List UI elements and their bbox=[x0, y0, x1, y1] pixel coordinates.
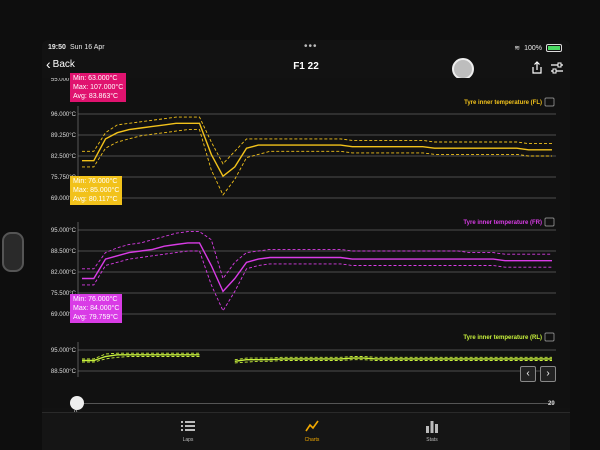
chevron-left-icon: ‹ bbox=[526, 368, 530, 379]
tab-label: Charts bbox=[304, 437, 320, 443]
series-line-min bbox=[82, 356, 552, 364]
share-icon[interactable] bbox=[530, 61, 544, 75]
lap-slider-track[interactable] bbox=[74, 403, 552, 404]
record-button-icon[interactable] bbox=[452, 58, 474, 80]
tick-label: 89.250°C bbox=[51, 133, 77, 139]
tab-stats[interactable]: Stats bbox=[402, 419, 462, 443]
next-lap-button[interactable]: › bbox=[540, 366, 556, 382]
chart-fl[interactable]: 96.000°C 89.250°C 82.500°C 75.750°C 69.000°C… bbox=[42, 78, 570, 208]
status-indicators: ≋ 100% bbox=[514, 44, 562, 52]
series-line-min bbox=[82, 250, 552, 312]
battery-icon bbox=[546, 44, 562, 52]
series-line-avg bbox=[82, 242, 552, 293]
charts-line-icon bbox=[305, 420, 319, 432]
navigation-bar: F1 22 ‹ Back bbox=[42, 56, 570, 80]
laps-list-icon bbox=[181, 421, 195, 431]
tick-label: 82.500°C bbox=[51, 154, 77, 160]
stat-max: Max: 85.000°C bbox=[73, 187, 120, 194]
chart-rl[interactable]: 95.000°C 88.500°C Tyre inner temperature (… bbox=[42, 323, 570, 408]
status-bar: 19:50 Sun 16 Apr ••• ≋ 100% bbox=[42, 40, 570, 56]
tick-label: 75.500°C bbox=[51, 291, 77, 297]
tick-label: 95.000°C bbox=[51, 228, 77, 234]
wifi-icon: ≋ bbox=[514, 45, 521, 52]
tick-label: 95.000°C bbox=[51, 348, 77, 354]
tick-label: 55.000°C bbox=[51, 78, 77, 83]
stat-max: Max: 107.000°C bbox=[73, 84, 124, 91]
chart-fr[interactable]: 95.000°C 88.500°C 82.000°C 75.500°C 69.000°C… bbox=[42, 208, 570, 323]
tick-label: 88.500°C bbox=[51, 369, 77, 375]
slider-max-label: 29 bbox=[548, 401, 555, 407]
multitasking-dots-icon[interactable]: ••• bbox=[304, 41, 318, 52]
series-line-max bbox=[82, 352, 552, 361]
back-label: Back bbox=[52, 58, 75, 70]
series-line-min bbox=[82, 129, 552, 196]
series-line-max bbox=[82, 231, 552, 280]
series-line-max bbox=[82, 116, 552, 165]
chart-options-icon[interactable] bbox=[544, 332, 555, 342]
tab-label: Laps bbox=[182, 437, 194, 443]
charts-area: 96.000°C 89.250°C 82.500°C 75.750°C 69.000°C… bbox=[42, 73, 570, 408]
stat-min: Min: 76.000°C bbox=[73, 178, 118, 185]
legend-label: Tyre inner temperature (FL) bbox=[464, 100, 542, 106]
previous-lap-button[interactable]: ‹ bbox=[520, 366, 536, 382]
tick-label: 88.500°C bbox=[51, 249, 77, 255]
series-line-avg bbox=[82, 354, 552, 362]
tab-bar: Laps Charts Stats bbox=[42, 412, 570, 450]
battery-percent: 100% bbox=[524, 44, 542, 52]
tick-label: 75.750°C bbox=[51, 175, 77, 181]
stat-min: Min: 63.000°C bbox=[73, 75, 118, 82]
legend-label: Tyre inner temperature (RL) bbox=[463, 335, 542, 341]
fl-stats-box: Min: 76.000°C Max: 85.000°C Avg: 80.117°… bbox=[70, 176, 123, 205]
settings-sliders-icon[interactable] bbox=[550, 61, 564, 75]
tick-label: 69.000°C bbox=[51, 196, 77, 202]
tick-label: 69.000°C bbox=[51, 312, 77, 318]
stat-min: Min: 76.000°C bbox=[73, 296, 118, 303]
legend-label: Tyre inner temperature (FR) bbox=[463, 220, 542, 226]
tick-label: 82.000°C bbox=[51, 270, 77, 276]
chart-options-icon[interactable] bbox=[544, 97, 555, 107]
status-time: 19:50 bbox=[48, 44, 66, 51]
tab-charts[interactable]: Charts bbox=[282, 419, 342, 443]
series-line-avg bbox=[82, 122, 552, 178]
page-title: F1 22 bbox=[293, 61, 319, 72]
fl-previous-stats-box: Min: 63.000°C Max: 107.000°C Avg: 83.863… bbox=[70, 73, 127, 102]
lap-slider-thumb[interactable] bbox=[70, 396, 84, 410]
tab-label: Stats bbox=[426, 437, 438, 443]
stats-bars-icon bbox=[426, 421, 438, 433]
stat-max: Max: 84.000°C bbox=[73, 305, 120, 312]
stat-avg: Avg: 80.117°C bbox=[73, 196, 118, 203]
chevron-left-icon: ‹ bbox=[46, 56, 51, 72]
tab-laps[interactable]: Laps bbox=[158, 419, 218, 443]
app-screen: 19:50 Sun 16 Apr ••• ≋ 100% F1 22 ‹ Back… bbox=[42, 40, 570, 450]
stat-avg: Avg: 79.759°C bbox=[73, 314, 119, 321]
fr-stats-box: Min: 76.000°C Max: 84.000°C Avg: 79.759°… bbox=[70, 294, 123, 323]
chart-options-icon[interactable] bbox=[544, 217, 555, 227]
device-button bbox=[2, 232, 24, 272]
back-button[interactable]: ‹ Back bbox=[46, 56, 75, 72]
chevron-right-icon: › bbox=[546, 368, 550, 379]
stat-avg: Avg: 83.863°C bbox=[73, 93, 119, 100]
status-date: Sun 16 Apr bbox=[70, 44, 105, 51]
tick-label: 96.000°C bbox=[51, 112, 77, 118]
